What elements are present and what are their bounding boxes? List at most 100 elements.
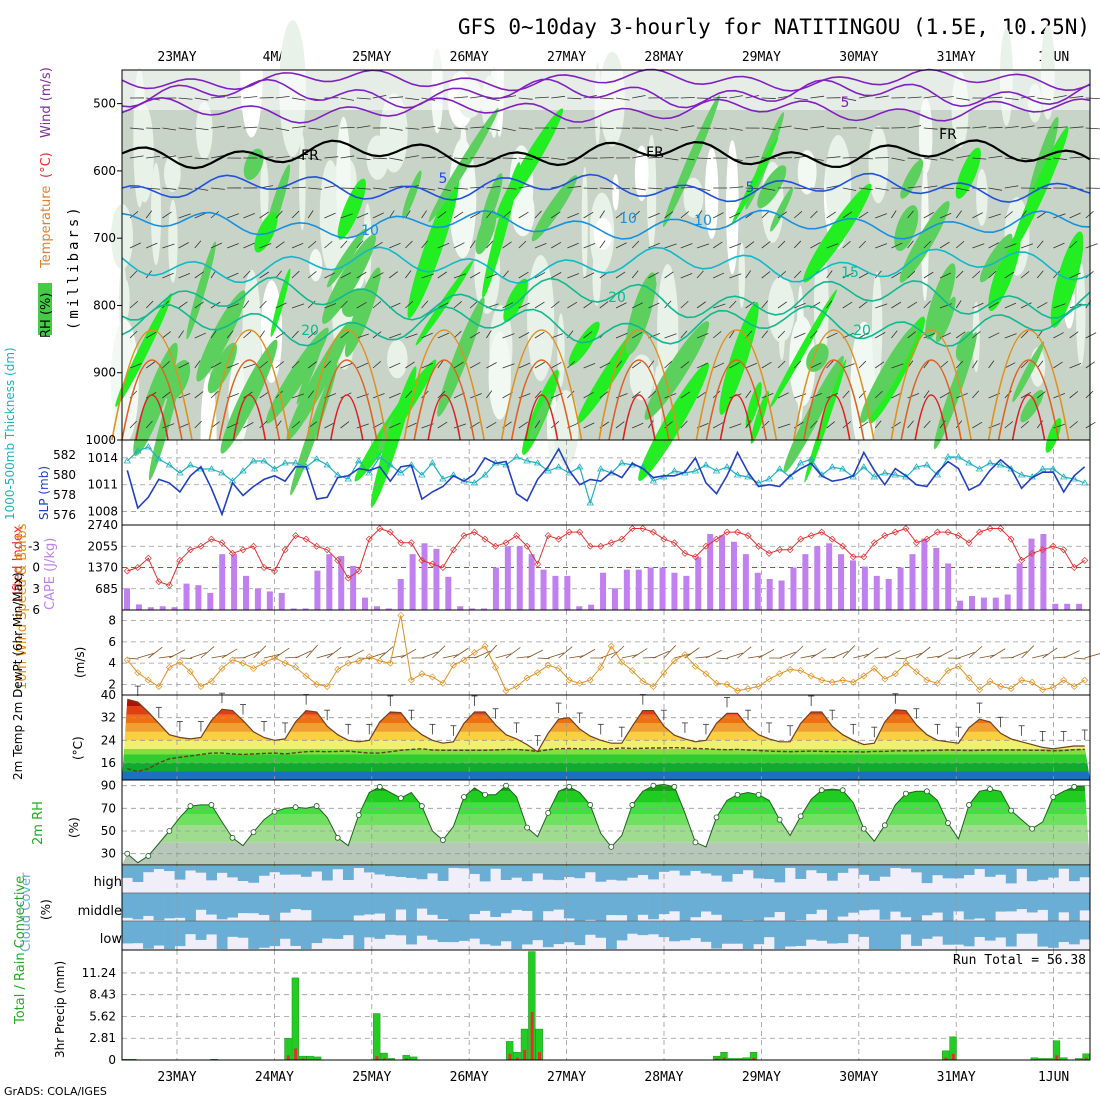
cloud-cover-bar bbox=[342, 866, 354, 880]
wind-barb bbox=[842, 97, 857, 101]
cape-bar bbox=[243, 575, 250, 610]
cloud-cover-bar bbox=[753, 866, 765, 879]
wind-barb bbox=[599, 362, 611, 369]
wind-barb bbox=[615, 360, 623, 369]
cloud-cover-bar bbox=[269, 921, 281, 947]
wind-barb bbox=[972, 126, 987, 129]
cloud-cover-bar bbox=[953, 893, 965, 912]
wind-barb bbox=[437, 360, 444, 369]
cloud-cover-bar bbox=[805, 921, 817, 940]
cloud-cover-bar bbox=[732, 893, 744, 921]
cloud-cover-bar bbox=[458, 893, 470, 921]
wind-speed-point bbox=[565, 676, 573, 684]
wind-barb bbox=[275, 156, 290, 159]
wind-barb bbox=[356, 301, 367, 309]
wind-barb bbox=[794, 393, 807, 399]
wind-barb bbox=[648, 127, 662, 131]
contour-label: 5 bbox=[439, 171, 448, 187]
temp-tick-label: 40 bbox=[101, 688, 116, 702]
wind-barb bbox=[259, 391, 269, 399]
rh-dry-patch bbox=[612, 173, 619, 211]
wind-barb bbox=[680, 96, 695, 99]
wind-barb bbox=[518, 97, 533, 100]
wind-barb bbox=[129, 127, 144, 130]
cloud-cover-bar bbox=[416, 893, 428, 909]
wind-barb bbox=[680, 361, 690, 369]
wind-barb bbox=[162, 360, 171, 369]
wind-barb-10m bbox=[190, 652, 207, 659]
wind-barb-10m bbox=[200, 646, 215, 659]
wind-barb bbox=[745, 420, 751, 429]
wind-speed-point bbox=[902, 659, 910, 667]
wind-speed-point bbox=[228, 656, 236, 664]
cloud-cover-bar bbox=[469, 921, 481, 939]
date-label-top: 27MAY bbox=[547, 50, 586, 65]
temperature-contour bbox=[121, 96, 1091, 124]
rh-moist-patch bbox=[804, 359, 847, 483]
wind-barb bbox=[243, 363, 256, 369]
cape-bar bbox=[528, 554, 535, 610]
rh-moist-patch bbox=[750, 390, 769, 444]
date-label-bottom: 29MAY bbox=[742, 1070, 781, 1085]
thickness-point bbox=[828, 463, 836, 470]
wind-barb bbox=[194, 420, 202, 429]
wind-barb-10m bbox=[348, 649, 365, 659]
thickness-point bbox=[554, 463, 563, 470]
cloud-cover-bar bbox=[869, 866, 880, 881]
wind-barb bbox=[631, 210, 640, 219]
wind-barb bbox=[858, 332, 870, 339]
wind-barb bbox=[680, 300, 689, 309]
cloud-cover-bar bbox=[143, 921, 154, 949]
rh-dry-patch bbox=[135, 105, 154, 203]
rh-tick-label: 90 bbox=[101, 779, 116, 793]
temperature-contour bbox=[121, 139, 1091, 170]
rh-dry-top bbox=[122, 70, 1090, 110]
cloud-cover-bar bbox=[826, 866, 838, 881]
wind-barb bbox=[761, 127, 776, 131]
wind-barb bbox=[826, 127, 841, 130]
wind-barb-10m bbox=[453, 647, 469, 659]
cape-bar bbox=[576, 606, 583, 610]
precip-convective-bar bbox=[286, 1055, 290, 1060]
wind-barb bbox=[583, 391, 594, 399]
date-label-bottom: 27MAY bbox=[547, 1070, 586, 1085]
cloud-cover-bar bbox=[300, 921, 312, 949]
rh-moist-patch bbox=[322, 234, 376, 324]
wind-barb bbox=[486, 390, 493, 399]
wind-barb bbox=[178, 272, 191, 279]
wind-barb bbox=[1053, 157, 1068, 161]
temp-tick-label: 24 bbox=[101, 733, 116, 747]
cloud-cover-bar bbox=[395, 921, 407, 936]
cloud-cover-bar bbox=[364, 893, 375, 915]
cape-tick-label: 2055 bbox=[87, 539, 118, 553]
wind-barb bbox=[939, 303, 952, 309]
wind-barb bbox=[648, 390, 657, 399]
lifted-index-point bbox=[723, 528, 731, 536]
wind-barb bbox=[453, 273, 466, 279]
wind-barb bbox=[842, 301, 853, 309]
wind-speed-point bbox=[912, 668, 920, 676]
lifted-index-point bbox=[470, 528, 478, 536]
wind-barb bbox=[129, 211, 139, 219]
wind-barb bbox=[1004, 302, 1017, 309]
pressure-tick-label: 700 bbox=[93, 231, 116, 245]
thickness-point bbox=[723, 463, 731, 470]
wind-barb bbox=[858, 240, 867, 249]
wind-barb-10m bbox=[779, 651, 796, 659]
wind-barb bbox=[567, 390, 575, 399]
wind-barb bbox=[389, 422, 401, 429]
wind-speed-point bbox=[271, 654, 279, 662]
rh-point bbox=[860, 825, 867, 832]
rh-point bbox=[397, 795, 404, 802]
wind-barb bbox=[761, 97, 776, 99]
cloud-cover-bar bbox=[911, 893, 922, 921]
cloud-cover-bar bbox=[637, 893, 649, 915]
wind-barb bbox=[275, 241, 285, 249]
lifted-index-point bbox=[986, 525, 994, 533]
cloud-cover-bar bbox=[869, 921, 880, 949]
wind-barb bbox=[405, 127, 420, 130]
contour-label: 10 bbox=[619, 211, 637, 227]
cloud-cover-bar bbox=[458, 866, 470, 869]
wind-barb bbox=[1004, 243, 1017, 249]
precip-convective-bar bbox=[375, 1056, 379, 1060]
